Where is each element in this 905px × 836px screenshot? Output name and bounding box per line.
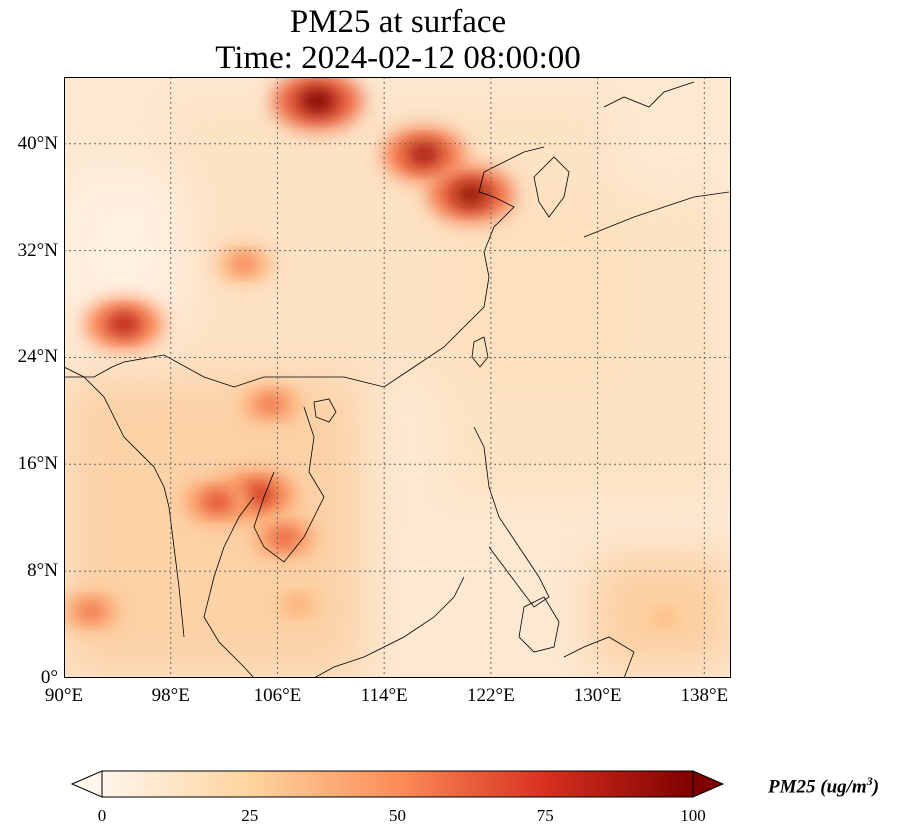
x-tick-label: 114°E [360, 685, 408, 706]
colorbar-tick-label: 25 [241, 806, 259, 825]
colorbar-tick-label: 0 [97, 806, 107, 825]
colorbar-tick-label: 75 [536, 806, 554, 825]
hotspot-core [297, 88, 338, 115]
gridlines [64, 77, 731, 678]
colorbar-max-extend [692, 770, 725, 798]
y-tick-label: 16°N [17, 453, 58, 475]
x-tick-label: 98°E [151, 685, 190, 706]
hotspot-core [285, 596, 310, 613]
y-tick-label: 0° [40, 667, 58, 688]
x-tick-label: 138°E [680, 685, 729, 706]
hotspot-core [230, 255, 258, 273]
plot-title-line-1: PM25 at surface [289, 4, 507, 40]
y-tick-label: 32°N [17, 239, 58, 261]
y-tick-label: 8°N [27, 560, 58, 582]
y-tick-label: 40°N [17, 132, 58, 154]
hotspot-core [652, 610, 676, 626]
map-panel[interactable] [64, 77, 731, 678]
hotspot-core [201, 491, 234, 513]
colorbar-tick-label: 50 [389, 806, 406, 825]
hotspot-core [76, 601, 106, 621]
colorbar-tick-label: 100 [680, 806, 706, 825]
colorbar-gradient [102, 771, 693, 797]
x-tick-label: 106°E [253, 685, 302, 706]
x-tick-label: 122°E [467, 685, 515, 706]
colorbar [70, 770, 725, 798]
hotspot-core [405, 142, 443, 167]
x-tick-label: 130°E [573, 685, 622, 706]
hotspot-core [451, 181, 491, 208]
y-tick-label: 24°N [17, 346, 58, 368]
hotspot-layer [64, 77, 689, 634]
pm25-map[interactable] [64, 77, 731, 678]
colorbar-label: PM25 (ug/m3) [768, 774, 880, 798]
colorbar-min-extend [70, 770, 103, 798]
map-frame [64, 77, 731, 678]
plot-title-line-2: Time: 2024-02-12 08:00:00 [215, 40, 581, 76]
hotspot-core [256, 394, 286, 414]
hotspot-core [269, 527, 300, 548]
hotspot-core [106, 312, 142, 336]
x-tick-label: 90°E [44, 685, 84, 706]
